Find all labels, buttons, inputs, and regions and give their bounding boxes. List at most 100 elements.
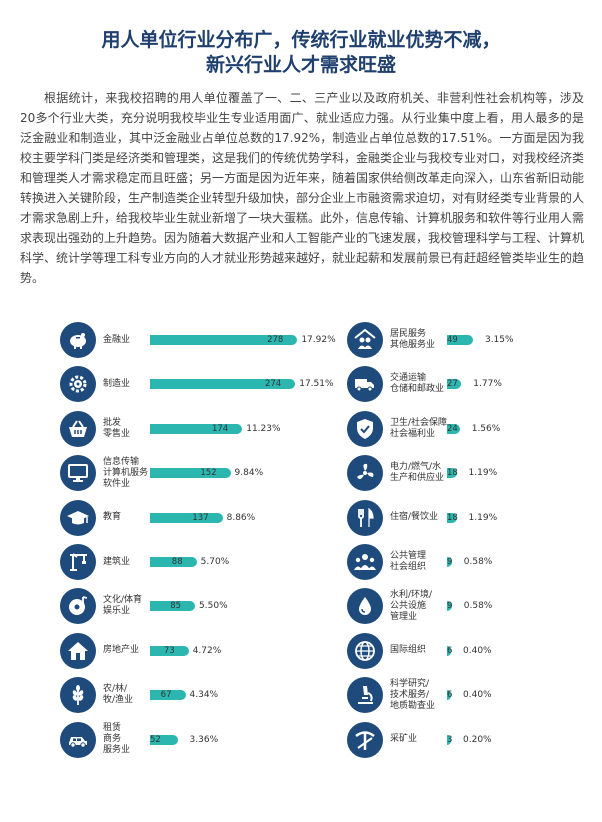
percent-label: 3.15% [484,335,514,345]
right-row-4: 住宿/餐饮业 18 1.19% [347,499,602,542]
music-disc-icon [60,588,96,625]
count-label: 3 [447,734,453,745]
right-row-2: 卫生/社会保障 社会福利业 24 1.56% [347,410,602,453]
count-label: 152 [200,468,217,479]
percent-label: 5.50% [199,601,228,612]
percent-label: 9.84% [234,468,264,479]
count-label: 18 [447,468,458,479]
count-label: 278 [267,335,284,345]
right-row-5: 公共管理 社会组织 9 0.58% [347,544,602,586]
car-rental-icon [60,721,96,758]
percent-label: 0.40% [463,690,492,701]
percent-label: 1.19% [468,468,498,479]
industry-label: 金融业 [103,334,131,345]
left-row-8: 农/林/ 牧/渔业 67 4.34% [60,677,320,719]
bar-4 [447,512,457,523]
bar-3 [150,468,231,479]
count-label: 85 [170,601,182,612]
pickaxe-icon [347,721,383,758]
percent-label: 5.70% [200,557,230,567]
right-row-9: 采矿业 3 0.20% [347,721,602,764]
shopping-basket-icon [60,410,96,447]
count-label: 27 [447,379,458,390]
left-row-1: 制造业 274 17.51% [60,366,334,408]
community-icon [347,322,383,358]
bar-7 [447,645,451,656]
count-label: 73 [163,645,175,656]
count-label: 49 [447,335,458,345]
industry-label: 房地产业 [103,645,140,656]
left-row-7: 房地产业 73 4.72% [60,632,320,675]
bar-6 [447,601,452,612]
left-row-5: 建筑业 88 5.70% [60,544,320,586]
monitor-icon [60,455,96,492]
bar-8 [150,690,186,701]
industry-label: 居民服务 其他服务业 [390,329,436,350]
bar-0 [447,335,473,345]
right-row-3: 电力/燃气/水 生产和供应业 18 1.19% [347,455,602,497]
fork-knife-icon [347,499,383,536]
percent-label: 17.51% [299,379,334,390]
page-title: 用人单位行业分布广，传统行业就业优势不减， 新兴行业人才需求旺盛 [0,28,602,78]
industry-label: 公共管理 社会组织 [390,551,427,572]
industry-label: 农/林/ 牧/渔业 [103,684,134,706]
right-row-6: 水利/环境/ 公共设施 管理业 9 0.58% [347,588,602,630]
right-row-7: 国际组织 6 0.40% [347,632,602,675]
percent-label: 1.77% [473,379,502,390]
percent-label: 1.19% [468,512,498,523]
industry-label: 教育 [103,512,122,523]
count-label: 88 [171,557,183,567]
fan-icon [347,455,383,492]
percent-label: 17.92% [301,335,336,345]
bar-0 [150,335,298,345]
piggy-bank-icon [60,322,96,358]
percent-label: 8.86% [226,512,256,523]
industry-label: 租赁 商务 服务业 [103,723,131,756]
left-row-6: 文化/体育 娱乐业 85 5.50% [60,588,320,630]
bar-7 [150,645,189,656]
industry-label: 批发 零售业 [103,417,131,439]
industry-label: 采矿业 [390,734,418,745]
count-label: 6 [447,645,453,656]
industry-label: 住宿/餐饮业 [390,512,439,523]
crane-icon [60,544,96,580]
percent-label: 1.56% [471,423,501,434]
industry-label: 卫生/社会保障 社会福利业 [390,417,448,439]
count-label: 18 [447,512,458,523]
right-row-8: 科学研究/ 技术服务/ 地质勘查业 6 0.40% [347,677,602,719]
count-label: 9 [447,601,453,612]
right-row-0: 居民服务 其他服务业 49 3.15% [347,322,602,364]
percent-label: 0.58% [463,601,493,612]
right-row-1: 交通运输 仓储和邮政业 27 1.77% [347,366,602,408]
bar-2 [447,423,460,434]
industry-label: 信息传输 计算机服务 软件业 [103,456,149,489]
bar-2 [150,423,243,434]
industry-label: 制造业 [103,378,131,389]
bar-1 [150,379,296,390]
count-label: 52 [150,734,161,745]
count-label: 67 [160,690,172,701]
percent-label: 0.58% [463,557,493,567]
microscope-icon [347,677,383,714]
graduation-cap-icon [60,499,96,536]
globe-icon [347,632,383,669]
percent-label: 4.34% [189,690,219,701]
gear-icon [60,366,96,403]
title-line-2: 新兴行业人才需求旺盛 [205,54,396,76]
shield-check-icon [347,410,383,447]
left-row-0: 金融业 278 17.92% [60,322,336,364]
truck-icon [347,366,383,403]
percent-label: 0.20% [463,734,492,745]
bar-4 [150,512,223,523]
bar-9 [447,734,451,745]
percent-label: 0.40% [463,645,492,656]
count-label: 6 [447,690,453,701]
percent-label: 4.72% [192,645,222,656]
left-row-3: 信息传输 计算机服务 软件业 152 9.84% [60,455,320,497]
percent-label: 11.23% [246,423,281,434]
percent-label: 3.36% [189,734,219,745]
industry-label: 交通运输 仓储和邮政业 [390,373,445,395]
count-label: 9 [447,557,453,567]
industry-label: 建筑业 [103,556,131,567]
house-icon [60,632,96,669]
